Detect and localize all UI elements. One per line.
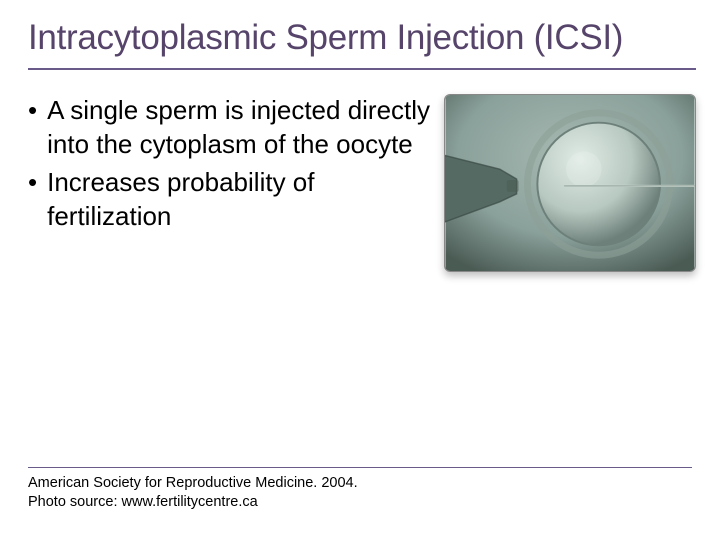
bullet-list: • A single sperm is injected directly in…	[28, 94, 432, 272]
bullet-item: • Increases probability of fertilization	[28, 166, 432, 234]
oocyte-glare	[566, 152, 602, 188]
footer-line: American Society for Reproductive Medici…	[28, 474, 692, 493]
bullet-item: • A single sperm is injected directly in…	[28, 94, 432, 162]
oocyte	[537, 123, 660, 246]
footer-rule	[28, 467, 692, 468]
body-row: • A single sperm is injected directly in…	[28, 94, 696, 272]
slide: Intracytoplasmic Sperm Injection (ICSI) …	[0, 0, 720, 540]
slide-title: Intracytoplasmic Sperm Injection (ICSI)	[28, 18, 696, 58]
bullet-marker: •	[28, 94, 37, 162]
bullet-text: Increases probability of fertilization	[47, 166, 432, 234]
footer-line: Photo source: www.fertilitycentre.ca	[28, 493, 692, 512]
icsi-figure	[444, 94, 696, 272]
icsi-illustration-svg	[445, 95, 695, 271]
pipette-bore	[507, 180, 519, 192]
bullet-marker: •	[28, 166, 37, 234]
bullet-text: A single sperm is injected directly into…	[47, 94, 432, 162]
footer: American Society for Reproductive Medici…	[28, 467, 692, 512]
title-underline	[28, 68, 696, 70]
